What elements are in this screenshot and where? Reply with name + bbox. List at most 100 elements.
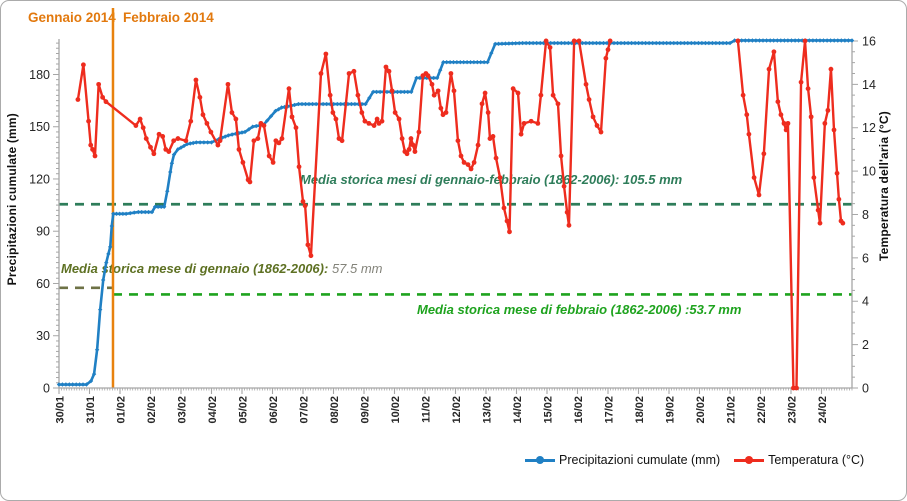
temperature-series-marker [276, 140, 282, 146]
temperature-series-marker [412, 149, 418, 154]
temperature-series-marker [286, 86, 292, 92]
temperature-series-marker [425, 73, 431, 79]
temperature-series-marker [475, 142, 481, 148]
temperature-series-marker [371, 123, 377, 128]
temperature-series-marker [465, 162, 471, 167]
temperature-series-marker [550, 92, 556, 98]
temperature-series-marker [482, 90, 488, 96]
temperature-series-marker [493, 155, 499, 161]
legend-item-temperature: Temperatura (°C) [734, 453, 864, 467]
temperature-series-marker [327, 92, 333, 98]
temperature-series-marker [583, 81, 589, 87]
temperature-series-marker [293, 125, 299, 131]
temperature-series-marker [323, 51, 329, 57]
temperature-series-marker [188, 118, 194, 124]
temperature-series-marker [396, 116, 402, 122]
temperature-series-marker [92, 153, 98, 159]
temperature-series-marker [555, 101, 561, 107]
temperature-series-marker [88, 142, 94, 148]
temperature-series-marker [346, 71, 352, 76]
historical-mean-february-annotation: Media storica mese di febbraio (1862-200… [417, 302, 742, 317]
temperature-series-marker [455, 138, 461, 144]
x-axis-tick-label: 31/01 [85, 396, 97, 424]
temperature-series-marker [805, 86, 811, 92]
x-axis-tick-label: 05/02 [238, 396, 250, 424]
temperature-series-marker [831, 127, 837, 133]
temperature-series-marker [744, 112, 750, 118]
right-axis-tick-label: 6 [862, 251, 869, 265]
temperature-series-marker [817, 220, 823, 226]
temperature-series-marker [504, 218, 510, 224]
temperature-series-marker [605, 47, 611, 53]
historical-mean-january-value: 57.5 mm [328, 261, 383, 276]
temperature-series-marker [828, 66, 834, 72]
x-axis-tick-label: 21/02 [726, 396, 738, 424]
temperature-series-marker [140, 125, 146, 131]
temperature-series-marker [225, 81, 231, 87]
x-axis-tick-label: 14/02 [512, 396, 524, 424]
temperature-series-marker [834, 170, 840, 176]
temperature-legend-marker [734, 455, 765, 465]
temperature-series-marker [270, 160, 276, 165]
temperature-series-marker [771, 49, 777, 55]
temperature-series-marker [761, 151, 767, 157]
temperature-series-marker [215, 142, 221, 148]
temperature-series-marker [379, 118, 385, 124]
temperature-series-marker [386, 68, 392, 74]
temperature-series-marker [468, 166, 474, 172]
temperature-series-marker [362, 118, 368, 124]
temperature-series-marker [598, 129, 604, 135]
x-axis-tick-label: 17/02 [604, 396, 616, 424]
x-axis-tick-label: 24/02 [817, 396, 829, 424]
temperature-series-marker [266, 153, 272, 159]
x-axis-tick-label: 16/02 [573, 396, 585, 424]
temperature-series-marker [594, 123, 600, 128]
temperature-series-marker [175, 136, 181, 141]
temperature-series-marker [86, 118, 91, 124]
temperature-series-marker [586, 97, 592, 102]
temperature-series-marker [236, 147, 242, 152]
temperature-series-marker [778, 112, 784, 118]
temperature-series-marker [143, 136, 149, 141]
temperature-series-marker [518, 131, 524, 137]
temperature-series-marker [229, 110, 235, 115]
temperature-series-marker [392, 110, 398, 115]
temperature-series-marker [783, 127, 789, 133]
temperature-series-marker [775, 99, 781, 105]
x-axis-tick-label: 12/02 [451, 396, 463, 424]
temperature-series-marker [166, 149, 172, 154]
temperature-series-marker [535, 120, 541, 126]
temperature-series-marker [740, 92, 746, 98]
temperature-series-marker [429, 81, 435, 87]
temperature-series-marker [825, 107, 831, 113]
temperature-series-marker [461, 160, 467, 165]
temperature-series-marker [333, 116, 339, 122]
january-2014-label: Gennaio 2014 [28, 10, 116, 25]
x-axis-tick-label: 30/01 [55, 396, 67, 424]
temperature-series-marker [261, 123, 267, 128]
temperature-series-marker [279, 136, 285, 141]
temperature-series-marker [100, 94, 106, 100]
x-axis-tick-label: 03/02 [177, 396, 189, 424]
february-2014-label: Febbraio 2014 [123, 10, 214, 25]
temperature-series-marker [836, 196, 842, 202]
temperature-series-marker [137, 116, 143, 122]
temperature-series-marker [416, 129, 422, 135]
temperature-series-marker [443, 110, 449, 115]
temperature-series-marker [571, 38, 577, 44]
temperature-series-marker [359, 110, 365, 115]
temperature-series-marker [558, 153, 564, 159]
temperature-series-marker [148, 144, 153, 150]
left-axis-tick-label: 0 [43, 382, 50, 396]
temperature-series-marker [133, 123, 139, 128]
right-axis-tick-label: 16 [862, 34, 876, 48]
temperature-series-marker [564, 209, 570, 215]
temperature-series-marker [485, 110, 491, 115]
temperature-series-line [76, 39, 612, 257]
temperature-series-marker [217, 138, 223, 144]
historical-mean-january-text: Media storica mese di gennaio (1862-2006… [61, 261, 329, 276]
temperature-series-marker [735, 38, 741, 44]
temperature-series-marker [240, 160, 246, 165]
precipitation-series-markers [56, 38, 855, 387]
x-axis-tick-label: 07/02 [299, 396, 311, 424]
